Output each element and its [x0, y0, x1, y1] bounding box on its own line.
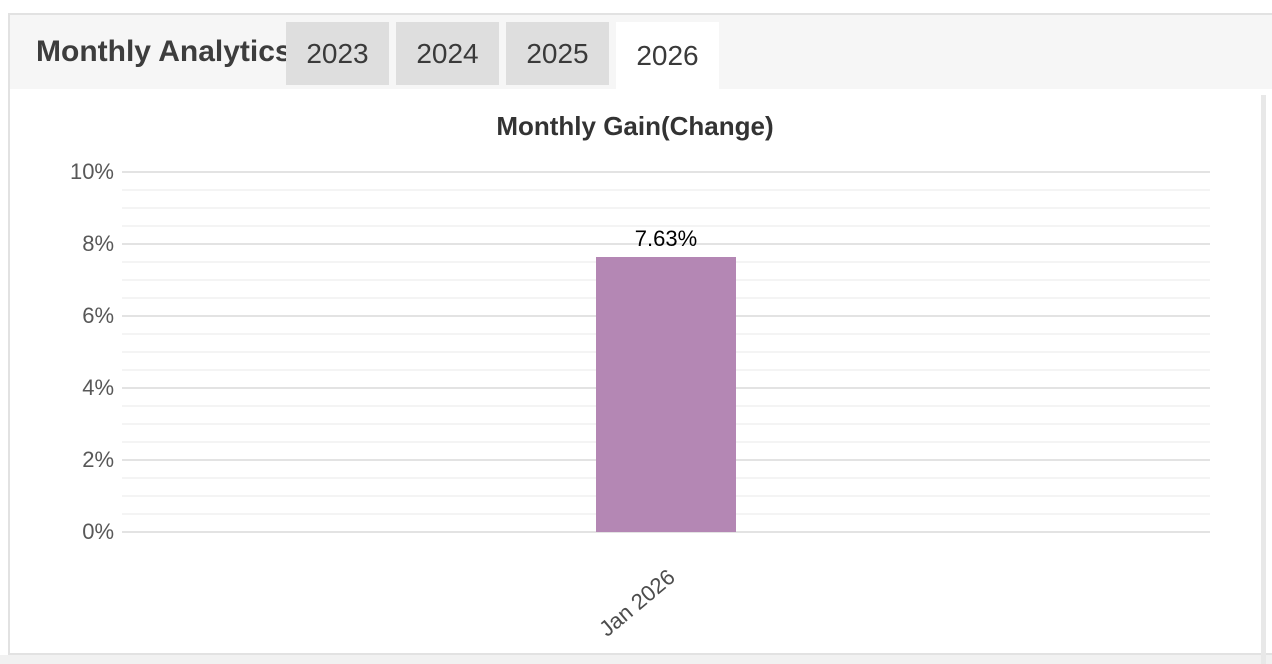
vertical-scrollbar-thumb[interactable]: [1261, 95, 1266, 664]
y-axis-tick-label: 0%: [82, 519, 114, 544]
minor-gridline: [122, 189, 1210, 191]
bar-jan-2026[interactable]: [596, 257, 736, 532]
tab-2025[interactable]: 2025: [506, 22, 609, 85]
chart-region: Monthly Gain(Change) 0% 2% 4% 6% 8% 10% 7.63% J…: [10, 89, 1272, 653]
y-axis-tick-label: 8%: [82, 231, 114, 256]
chart-title: Monthly Gain(Change): [496, 111, 774, 141]
y-axis-tick-label: 4%: [82, 375, 114, 400]
page-title: Monthly Analytics: [36, 35, 292, 68]
tab-2023[interactable]: 2023: [286, 22, 389, 85]
tab-2024[interactable]: 2024: [396, 22, 499, 85]
bar-value-label: 7.63%: [634, 226, 698, 252]
minor-gridline: [122, 225, 1210, 227]
analytics-panel: Monthly Analytics 2023 2024 2025 2026 Month…: [8, 13, 1272, 655]
x-axis-tick-label: Jan 2026: [594, 564, 680, 642]
minor-gridline: [122, 207, 1210, 209]
major-gridline: [122, 531, 1210, 533]
y-axis-tick-label: 10%: [69, 159, 114, 184]
header-bar: Monthly Analytics 2023 2024 2025 2026: [10, 15, 1272, 90]
year-tabs: 2023 2024 2025 2026: [286, 22, 719, 90]
y-axis-tick-label: 6%: [82, 303, 114, 328]
major-gridline: [122, 171, 1210, 173]
plot-area: 0% 2% 4% 6% 8% 10% 7.63% Jan 2026: [10, 89, 1272, 653]
y-axis-tick-label: 2%: [82, 447, 114, 472]
major-gridline: [122, 243, 1210, 245]
tab-2026[interactable]: 2026: [616, 22, 719, 90]
page-bottom-strip: [0, 655, 1272, 664]
